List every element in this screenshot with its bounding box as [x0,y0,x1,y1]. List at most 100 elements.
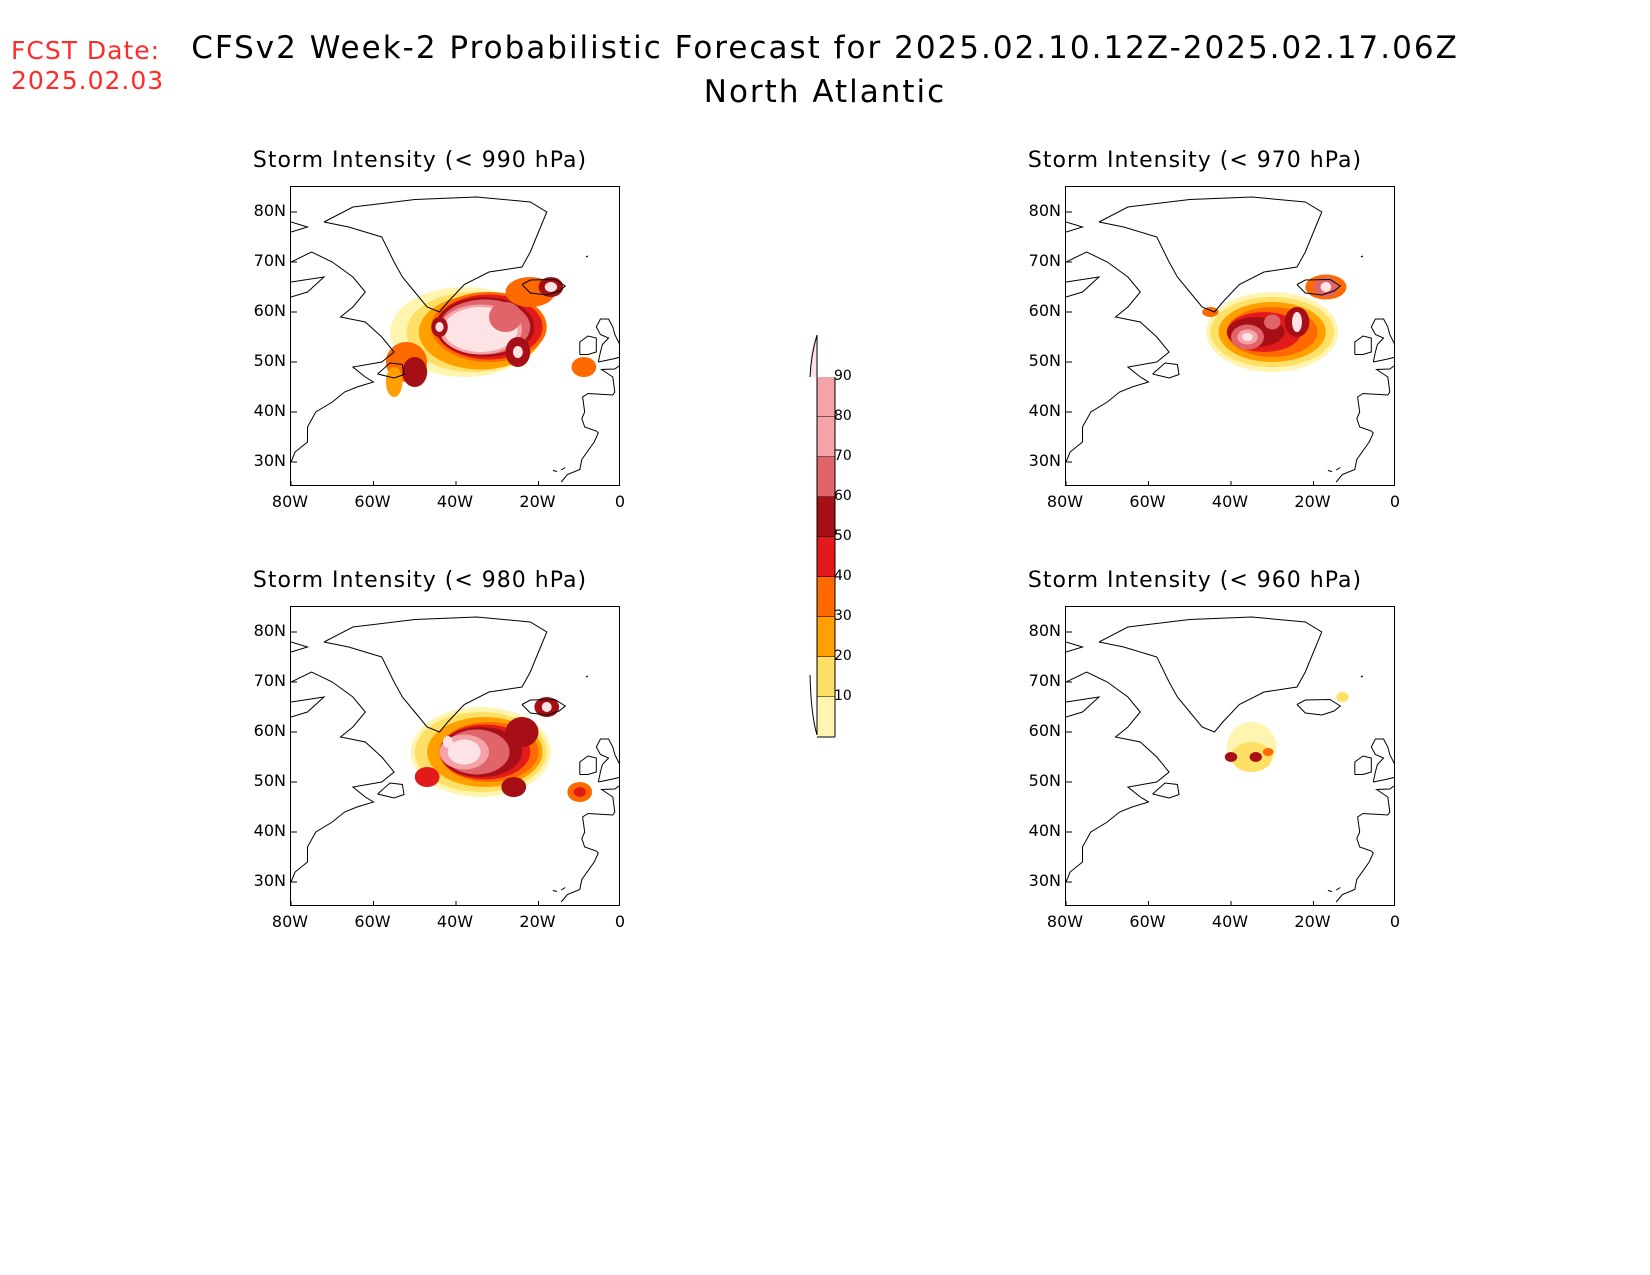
coastline [377,362,405,379]
lat-label: 50N [1028,771,1061,790]
coastlines [1066,196,1394,483]
colorbar-segment [817,417,835,457]
page-title: CFSv2 Week-2 Probabilistic Forecast for … [191,30,1459,66]
colorbar-segment [817,617,835,657]
coastline [560,467,566,471]
lat-label: 70N [253,251,286,270]
lat-label: 50N [1028,351,1061,370]
coastline [1360,675,1364,678]
probability-contour [544,282,558,292]
probability-contour [1320,282,1332,292]
coastline [579,335,597,355]
probability-contour [573,787,586,797]
coastline [1098,616,1323,733]
coastline [323,616,548,733]
probability-field [385,277,597,397]
probability-contour [435,322,444,332]
lon-label: 0 [614,492,626,511]
forecast-date: FCST Date: 2025.02.03 [11,36,164,96]
panel-980: Storm Intensity (< 980 hPa) 80N 70N 60N 50N… [230,568,625,948]
panel-title: Storm Intensity (< 980 hPa) [252,568,588,593]
colorbar-label: 40 [834,568,852,584]
coastline [521,698,567,716]
lat-label: 40N [253,821,286,840]
panel-title: Storm Intensity (< 960 hPa) [1027,568,1363,593]
probability-contour [442,736,453,748]
coastline [1066,671,1170,883]
probability-contour [414,767,440,787]
coastline [1152,782,1180,799]
probability-contour [489,302,522,332]
coastline [521,278,567,296]
probability-contour [501,777,527,797]
map-svg [291,616,619,905]
panel-960: Storm Intensity (< 960 hPa) 80N 70N 60N 50N… [1005,568,1400,948]
fcst-date-value: 2025.02.03 [11,66,165,95]
probability-field [410,697,593,802]
lat-label: 70N [1028,671,1061,690]
lat-label: 80N [1028,201,1061,220]
colorbar-outline [809,674,818,736]
coastline [1335,785,1394,903]
coastline [585,255,589,258]
coastlines [1066,616,1394,903]
lon-label: 60W [354,492,391,511]
colorbar-label: 10 [834,688,852,704]
coastlines [291,616,619,903]
coastline [579,755,597,775]
lon-label: 20W [519,492,556,511]
lat-label: 60N [253,721,286,740]
lat-label: 60N [253,301,286,320]
coastline [1152,362,1180,379]
panel-970: Storm Intensity (< 970 hPa) 80N 70N 60N 50N… [1005,148,1400,528]
lat-label: 70N [1028,251,1061,270]
lat-label: 30N [1028,871,1061,890]
colorbar-label: 50 [834,528,852,544]
colorbar-svg [809,334,836,738]
lat-label: 50N [253,771,286,790]
coastline [1327,470,1333,472]
map-svg [1066,616,1394,905]
lat-label: 40N [1028,821,1061,840]
coastline [1066,696,1101,718]
map-frame [290,186,620,486]
lon-label: 60W [1129,912,1166,931]
probability-contour [541,702,552,712]
coastline [595,318,619,363]
map-svg [1066,196,1394,485]
colorbar-segment [817,497,835,537]
map-frame [1065,186,1395,486]
lat-label: 80N [253,201,286,220]
map-frame [290,606,620,906]
coastline [291,641,310,653]
probability-contour [1262,748,1274,756]
coastline [1335,887,1341,891]
coastline [1066,276,1101,298]
colorbar-label: 90 [834,368,852,384]
lon-label: 80W [1046,492,1084,511]
coastline [585,675,589,678]
lon-label: 20W [519,912,556,931]
probability-contour [1224,752,1238,762]
probability-contour [1264,314,1281,330]
probability-contour [1242,333,1253,341]
coastline [552,470,558,472]
colorbar-label: 80 [834,408,852,424]
fcst-date-label: FCST Date: [11,36,161,65]
probability-field [1224,692,1349,772]
coastline [1354,755,1372,775]
colorbar-segment [817,537,835,577]
region-title: North Atlantic [703,74,947,110]
colorbar-segment [817,577,835,617]
probability-contour [385,367,403,397]
coastline [595,738,619,783]
lat-label: 60N [1028,721,1061,740]
colorbar-segment [810,335,817,377]
lon-label: 40W [1211,912,1249,931]
lat-label: 80N [1028,621,1061,640]
coastline [1098,196,1323,313]
probability-contour [571,357,597,377]
colorbar-label: 60 [834,488,852,504]
lon-label: 0 [614,912,626,931]
lat-label: 50N [253,351,286,370]
